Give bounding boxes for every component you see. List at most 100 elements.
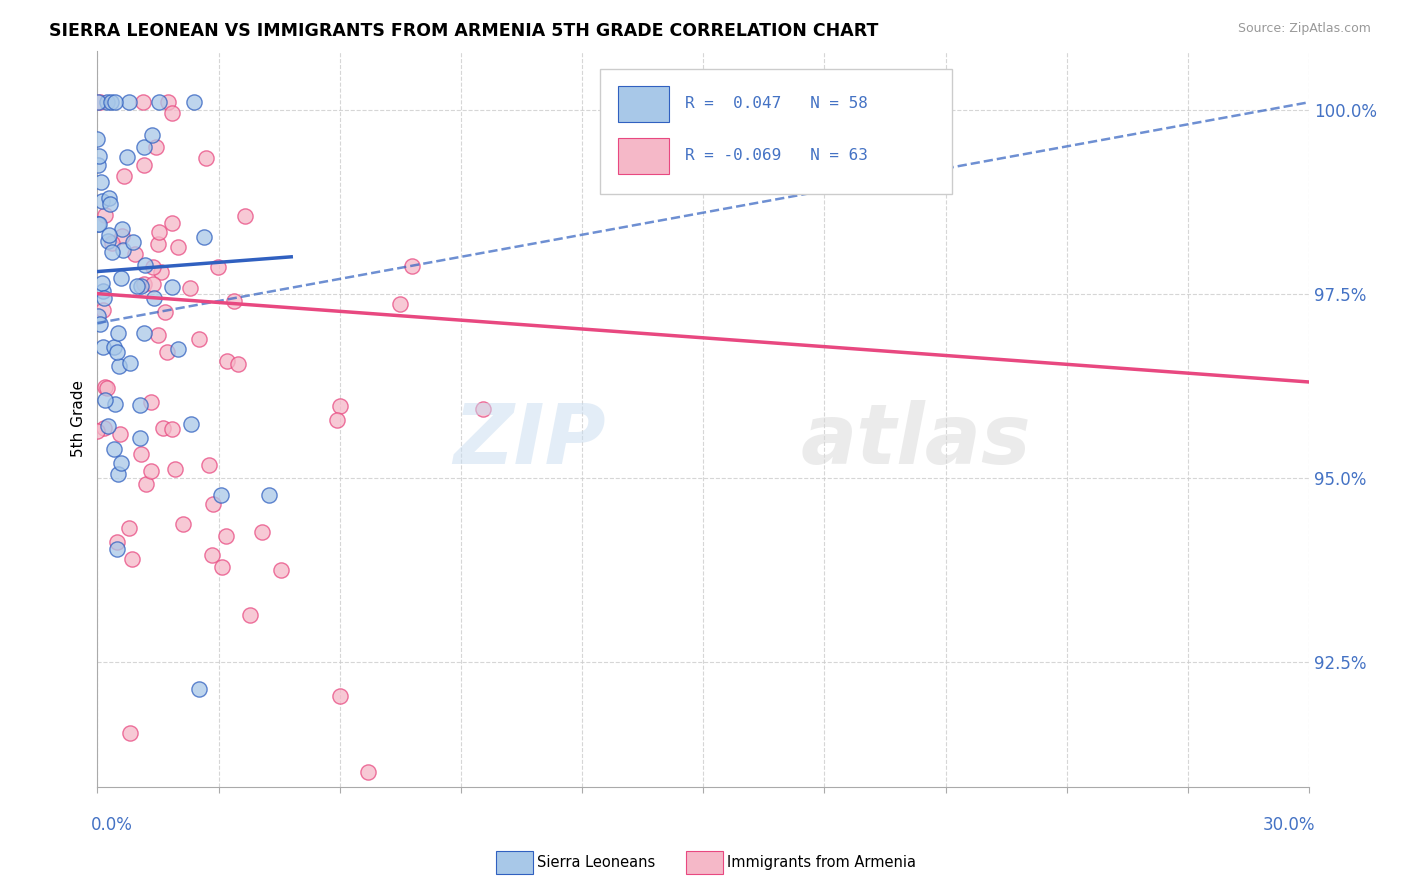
Point (135, 477, 157, 491)
Point (118, 95, 141, 110)
Point (325, 413, 347, 427)
Point (101, 236, 124, 251)
Point (91, 194, 114, 208)
Point (198, 458, 221, 472)
Text: Immigrants from Armenia: Immigrants from Armenia (727, 855, 915, 870)
Point (107, 467, 129, 482)
Point (129, 432, 152, 446)
Point (193, 230, 215, 244)
Point (141, 128, 163, 143)
Point (148, 95, 170, 110)
FancyBboxPatch shape (619, 137, 669, 174)
FancyBboxPatch shape (619, 86, 669, 122)
Point (105, 344, 128, 359)
Point (132, 95, 155, 110)
Point (328, 399, 350, 413)
Text: R =  0.047   N = 58: R = 0.047 N = 58 (685, 96, 868, 112)
Point (156, 345, 179, 359)
Point (129, 278, 152, 293)
Point (87, 217, 110, 231)
Y-axis label: 5th Grade: 5th Grade (72, 380, 86, 458)
Point (89, 95, 111, 110)
Point (329, 690, 352, 704)
Point (108, 359, 131, 374)
Point (226, 357, 249, 371)
Point (91, 302, 114, 317)
Point (389, 297, 412, 311)
Point (94, 392, 117, 407)
Point (86, 424, 108, 438)
Point (129, 398, 152, 412)
Point (180, 417, 202, 431)
Point (117, 150, 139, 164)
Point (152, 420, 174, 434)
Point (139, 394, 162, 409)
Point (356, 765, 378, 780)
Point (239, 607, 262, 622)
Point (87, 158, 110, 172)
Point (132, 139, 155, 153)
Point (270, 563, 292, 577)
Point (87, 310, 110, 324)
Point (110, 271, 132, 285)
Point (112, 244, 135, 258)
Point (134, 258, 156, 272)
Text: Source: ZipAtlas.com: Source: ZipAtlas.com (1237, 22, 1371, 36)
Point (94, 207, 117, 221)
Point (194, 151, 217, 165)
Point (103, 442, 125, 456)
Point (156, 95, 179, 110)
Text: ZIP: ZIP (454, 401, 606, 482)
Point (202, 497, 225, 511)
Point (91, 340, 114, 354)
Point (141, 464, 163, 478)
Point (118, 521, 141, 535)
Point (188, 681, 211, 696)
Point (134, 158, 156, 172)
Point (142, 260, 165, 275)
Point (162, 216, 184, 230)
Point (98, 191, 121, 205)
Point (148, 328, 170, 343)
Point (110, 228, 132, 243)
Point (167, 342, 190, 356)
Text: R = -0.069   N = 63: R = -0.069 N = 63 (685, 148, 868, 162)
Point (110, 427, 132, 442)
Point (107, 541, 129, 556)
Point (148, 226, 170, 240)
Point (222, 293, 245, 308)
Point (179, 281, 201, 295)
Point (401, 259, 423, 273)
Point (87, 95, 110, 110)
Point (155, 305, 177, 319)
FancyBboxPatch shape (600, 69, 952, 194)
Point (233, 209, 256, 223)
Point (104, 397, 127, 411)
Point (91, 284, 114, 298)
Point (160, 105, 183, 120)
Point (89, 318, 111, 332)
Point (107, 326, 129, 341)
Point (124, 246, 146, 260)
Text: Sierra Leoneans: Sierra Leoneans (537, 855, 655, 870)
Text: SIERRA LEONEAN VS IMMIGRANTS FROM ARMENIA 5TH GRADE CORRELATION CHART: SIERRA LEONEAN VS IMMIGRANTS FROM ARMENI… (49, 22, 879, 40)
Text: atlas: atlas (800, 401, 1031, 482)
Point (91, 276, 114, 290)
Point (87, 218, 110, 232)
Point (160, 280, 183, 294)
Point (97, 228, 120, 243)
Point (259, 488, 281, 502)
Point (111, 222, 134, 236)
Point (97, 419, 120, 434)
Point (90, 175, 112, 189)
Point (97, 234, 120, 248)
Point (121, 552, 143, 566)
Point (118, 726, 141, 740)
Point (89, 149, 111, 163)
Point (101, 245, 124, 260)
Point (118, 356, 141, 370)
Point (183, 95, 205, 110)
Point (172, 517, 194, 532)
Point (471, 402, 494, 417)
Point (211, 559, 233, 574)
